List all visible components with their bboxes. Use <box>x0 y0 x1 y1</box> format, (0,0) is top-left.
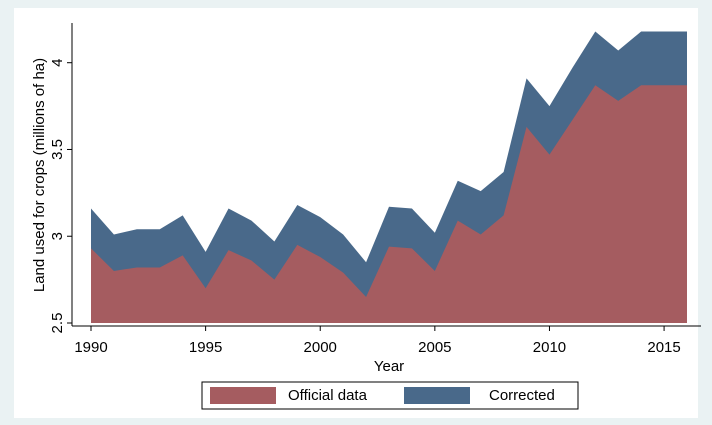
y-axis-title: Land used for crops (millions of ha) <box>31 58 48 292</box>
y-tick-label: 2.5 <box>49 313 66 334</box>
y-tick-label: 4 <box>49 59 66 67</box>
x-tick-label: 1995 <box>189 339 222 356</box>
legend-label: Corrected <box>489 387 555 404</box>
x-tick-label: 2015 <box>647 339 680 356</box>
x-tick-label: 2010 <box>533 339 566 356</box>
y-tick-label: 3.5 <box>49 139 66 160</box>
legend-label: Official data <box>288 387 368 404</box>
legend-swatch <box>404 387 470 404</box>
x-axis-title: Year <box>374 358 404 375</box>
x-tick-label: 1990 <box>74 339 107 356</box>
legend-swatch <box>210 387 276 404</box>
y-tick-label: 3 <box>49 232 66 240</box>
area <box>91 85 687 323</box>
x-tick-label: 2005 <box>418 339 451 356</box>
x-tick-label: 2000 <box>304 339 337 356</box>
